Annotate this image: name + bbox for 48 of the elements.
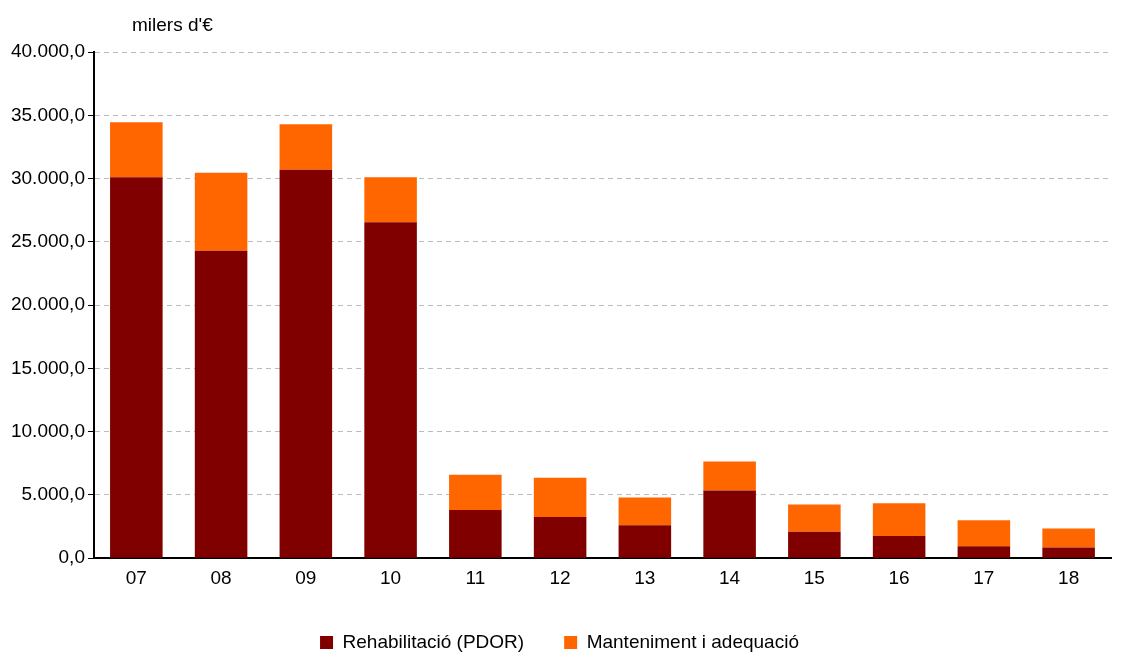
y-tick-label: 25.000,0 xyxy=(10,230,85,252)
bar xyxy=(194,172,248,251)
bar xyxy=(957,546,1011,558)
y-tick-label: 35.000,0 xyxy=(10,103,85,125)
bar xyxy=(1042,547,1095,558)
x-tick-label: 17 xyxy=(973,566,995,588)
x-tick-label: 10 xyxy=(380,566,402,588)
y-tick-label: 10.000,0 xyxy=(10,419,85,441)
bar xyxy=(618,525,672,558)
bar xyxy=(533,517,587,558)
x-tick-label: 13 xyxy=(634,566,656,588)
bar xyxy=(957,520,1011,547)
bar xyxy=(449,474,502,511)
bar xyxy=(279,124,333,170)
bar xyxy=(872,503,926,537)
bar xyxy=(618,497,672,526)
y-tick-label: 15.000,0 xyxy=(10,356,85,378)
y-tick-label: 40.000,0 xyxy=(10,40,85,62)
bar xyxy=(364,222,417,558)
legend-label: Rehabilitació (PDOR) xyxy=(342,630,525,652)
y-tick-label: 0,0 xyxy=(58,546,85,568)
y-tick-label: 30.000,0 xyxy=(10,166,85,188)
bar xyxy=(449,510,502,558)
bar xyxy=(1042,528,1095,548)
bar xyxy=(364,177,417,223)
bar xyxy=(533,477,587,518)
x-tick-label: 09 xyxy=(295,566,317,588)
bar xyxy=(110,122,163,178)
y-tick-label: 20.000,0 xyxy=(10,293,85,315)
bar xyxy=(110,177,163,558)
bar xyxy=(872,536,926,558)
bar xyxy=(194,250,248,558)
x-tick-label: 15 xyxy=(803,566,825,588)
bar xyxy=(788,504,841,532)
bar xyxy=(788,531,841,558)
x-tick-label: 16 xyxy=(888,566,910,588)
x-tick-label: 18 xyxy=(1058,566,1080,588)
bar xyxy=(279,169,333,558)
y-axis-title: milers d'€ xyxy=(132,14,213,36)
x-tick-label: 11 xyxy=(465,566,486,588)
x-tick-label: 12 xyxy=(549,566,571,588)
x-tick-label: 14 xyxy=(719,566,741,588)
bar xyxy=(703,490,756,558)
bar xyxy=(703,461,756,491)
legend-label: Manteniment i adequació xyxy=(586,630,799,652)
x-tick-label: 08 xyxy=(210,566,232,588)
x-tick-label: 07 xyxy=(125,566,147,588)
y-tick-label: 5.000,0 xyxy=(21,483,85,505)
